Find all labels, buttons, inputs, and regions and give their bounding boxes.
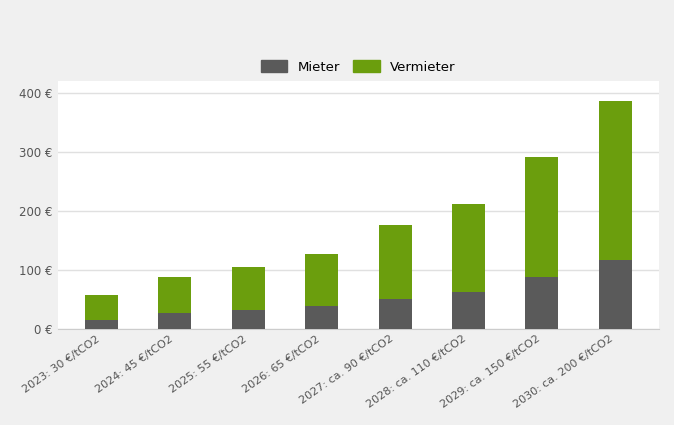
Bar bbox=[158, 278, 191, 313]
Bar bbox=[599, 102, 632, 260]
Bar bbox=[379, 225, 412, 299]
Bar bbox=[85, 295, 118, 320]
Bar bbox=[232, 310, 265, 329]
Bar bbox=[599, 260, 632, 329]
Bar bbox=[525, 157, 558, 277]
Bar bbox=[452, 292, 485, 329]
Bar bbox=[379, 299, 412, 329]
Bar bbox=[452, 204, 485, 292]
Bar bbox=[525, 277, 558, 329]
Bar bbox=[85, 320, 118, 329]
Bar bbox=[305, 306, 338, 329]
Bar bbox=[232, 267, 265, 310]
Bar bbox=[305, 254, 338, 306]
Bar bbox=[158, 313, 191, 329]
Legend: Mieter, Vermieter: Mieter, Vermieter bbox=[255, 55, 461, 79]
